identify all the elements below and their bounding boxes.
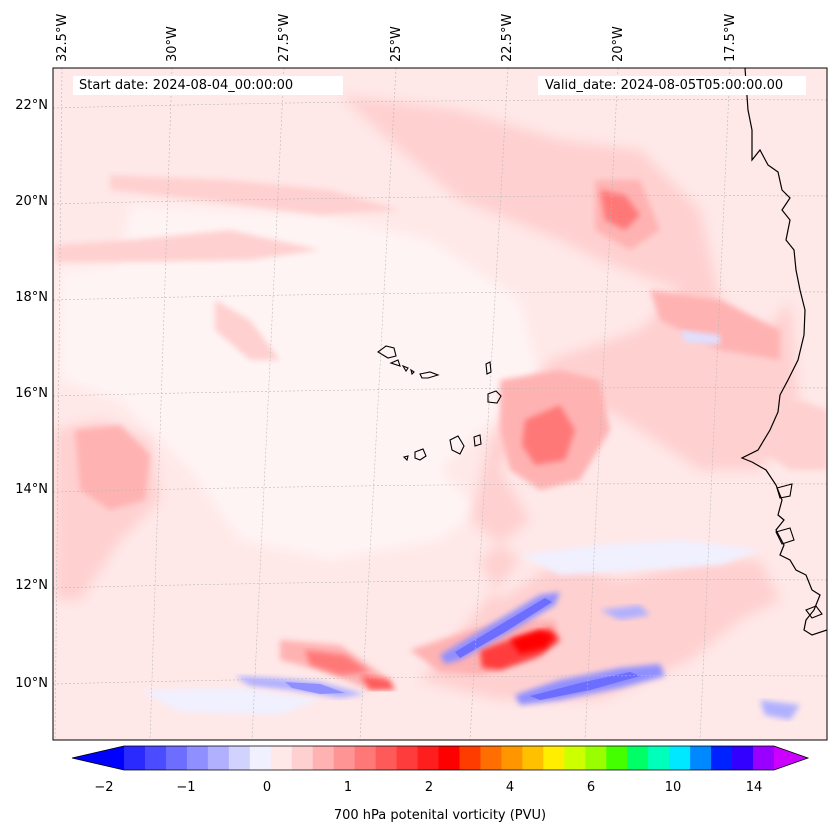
lat-label-10n: 10°N	[15, 676, 48, 691]
colorbar-segment	[753, 746, 775, 770]
cabo-verde-islands	[377, 345, 502, 462]
colorbar-tick: −1	[176, 780, 196, 795]
lat-label-12n: 12°N	[15, 578, 48, 593]
colorbar-segment	[438, 746, 461, 770]
colorbar	[71, 745, 810, 771]
colorbar-segment	[249, 746, 272, 770]
colorbar-segment	[690, 746, 712, 770]
colorbar-segment	[396, 746, 419, 770]
colorbar-segment	[648, 746, 670, 770]
lat-label-22n: 22°N	[15, 98, 48, 113]
colorbar-tick: 1	[343, 780, 353, 795]
colorbar-tick: −2	[94, 780, 114, 795]
colorbar-tick: 14	[745, 780, 763, 795]
colorbar-segment	[228, 746, 251, 770]
colorbar-segment	[606, 746, 628, 770]
colorbar-segment	[669, 746, 691, 770]
colorbar-segment	[354, 746, 377, 770]
colorbar-label: 700 hPa potenital vorticity (PVU)	[333, 808, 547, 823]
start-date-box	[73, 76, 343, 95]
colorbar-segment	[627, 746, 649, 770]
pv-field	[55, 95, 827, 720]
lat-label-20n: 20°N	[15, 194, 48, 209]
colorbar-segment	[501, 746, 523, 770]
lon-label-22-5w: 22.5°W	[500, 13, 515, 62]
lon-label-20w: 20°W	[611, 26, 626, 62]
colorbar-segment	[165, 746, 188, 770]
colorbar-tick: 2	[424, 780, 434, 795]
lon-label-30w: 30°W	[165, 26, 180, 62]
colorbar-segment	[186, 746, 209, 770]
colorbar-segment	[732, 746, 754, 770]
colorbar-segment	[291, 746, 314, 770]
colorbar-segment	[711, 746, 733, 770]
map-frame	[52, 67, 828, 741]
colorbar-tick: 4	[505, 780, 515, 795]
colorbar-segment	[417, 746, 440, 770]
colorbar-segment	[270, 746, 293, 770]
colorbar-tick: 10	[664, 780, 682, 795]
lon-label-25w: 25°W	[389, 26, 404, 62]
colorbar-segment	[312, 746, 335, 770]
colorbar-tick: 0	[262, 780, 272, 795]
graticule	[53, 68, 827, 740]
colorbar-segment	[375, 746, 398, 770]
lon-label-17-5w: 17.5°W	[723, 13, 738, 62]
colorbar-segment	[585, 746, 607, 770]
lat-label-14n: 14°N	[15, 482, 48, 497]
colorbar-segment	[459, 746, 482, 770]
start-date: Start date: 2024-08-04_00:00:00	[79, 78, 294, 93]
colorbar-segment	[144, 746, 167, 770]
lon-label-27-5w: 27.5°W	[277, 13, 292, 62]
colorbar-segment	[522, 746, 544, 770]
valid-date: Valid_date: 2024-08-05T05:00:00.00	[545, 78, 784, 93]
lat-label-18n: 18°N	[15, 290, 48, 305]
colorbar-extend-min	[72, 746, 124, 770]
african-coastline	[740, 68, 827, 636]
lat-label-16n: 16°N	[15, 386, 48, 401]
colorbar-segment	[333, 746, 356, 770]
colorbar-segment	[124, 746, 146, 770]
colorbar-segment	[564, 746, 586, 770]
lon-label-32-5w: 32.5°W	[55, 13, 70, 62]
valid-date-box	[538, 76, 806, 95]
colorbar-segment	[207, 746, 230, 770]
colorbar-segment	[543, 746, 565, 770]
colorbar-segment	[480, 746, 503, 770]
colorbar-extend-max	[774, 746, 808, 770]
colorbar-tick: 6	[586, 780, 596, 795]
colorbar-outline	[71, 745, 810, 771]
